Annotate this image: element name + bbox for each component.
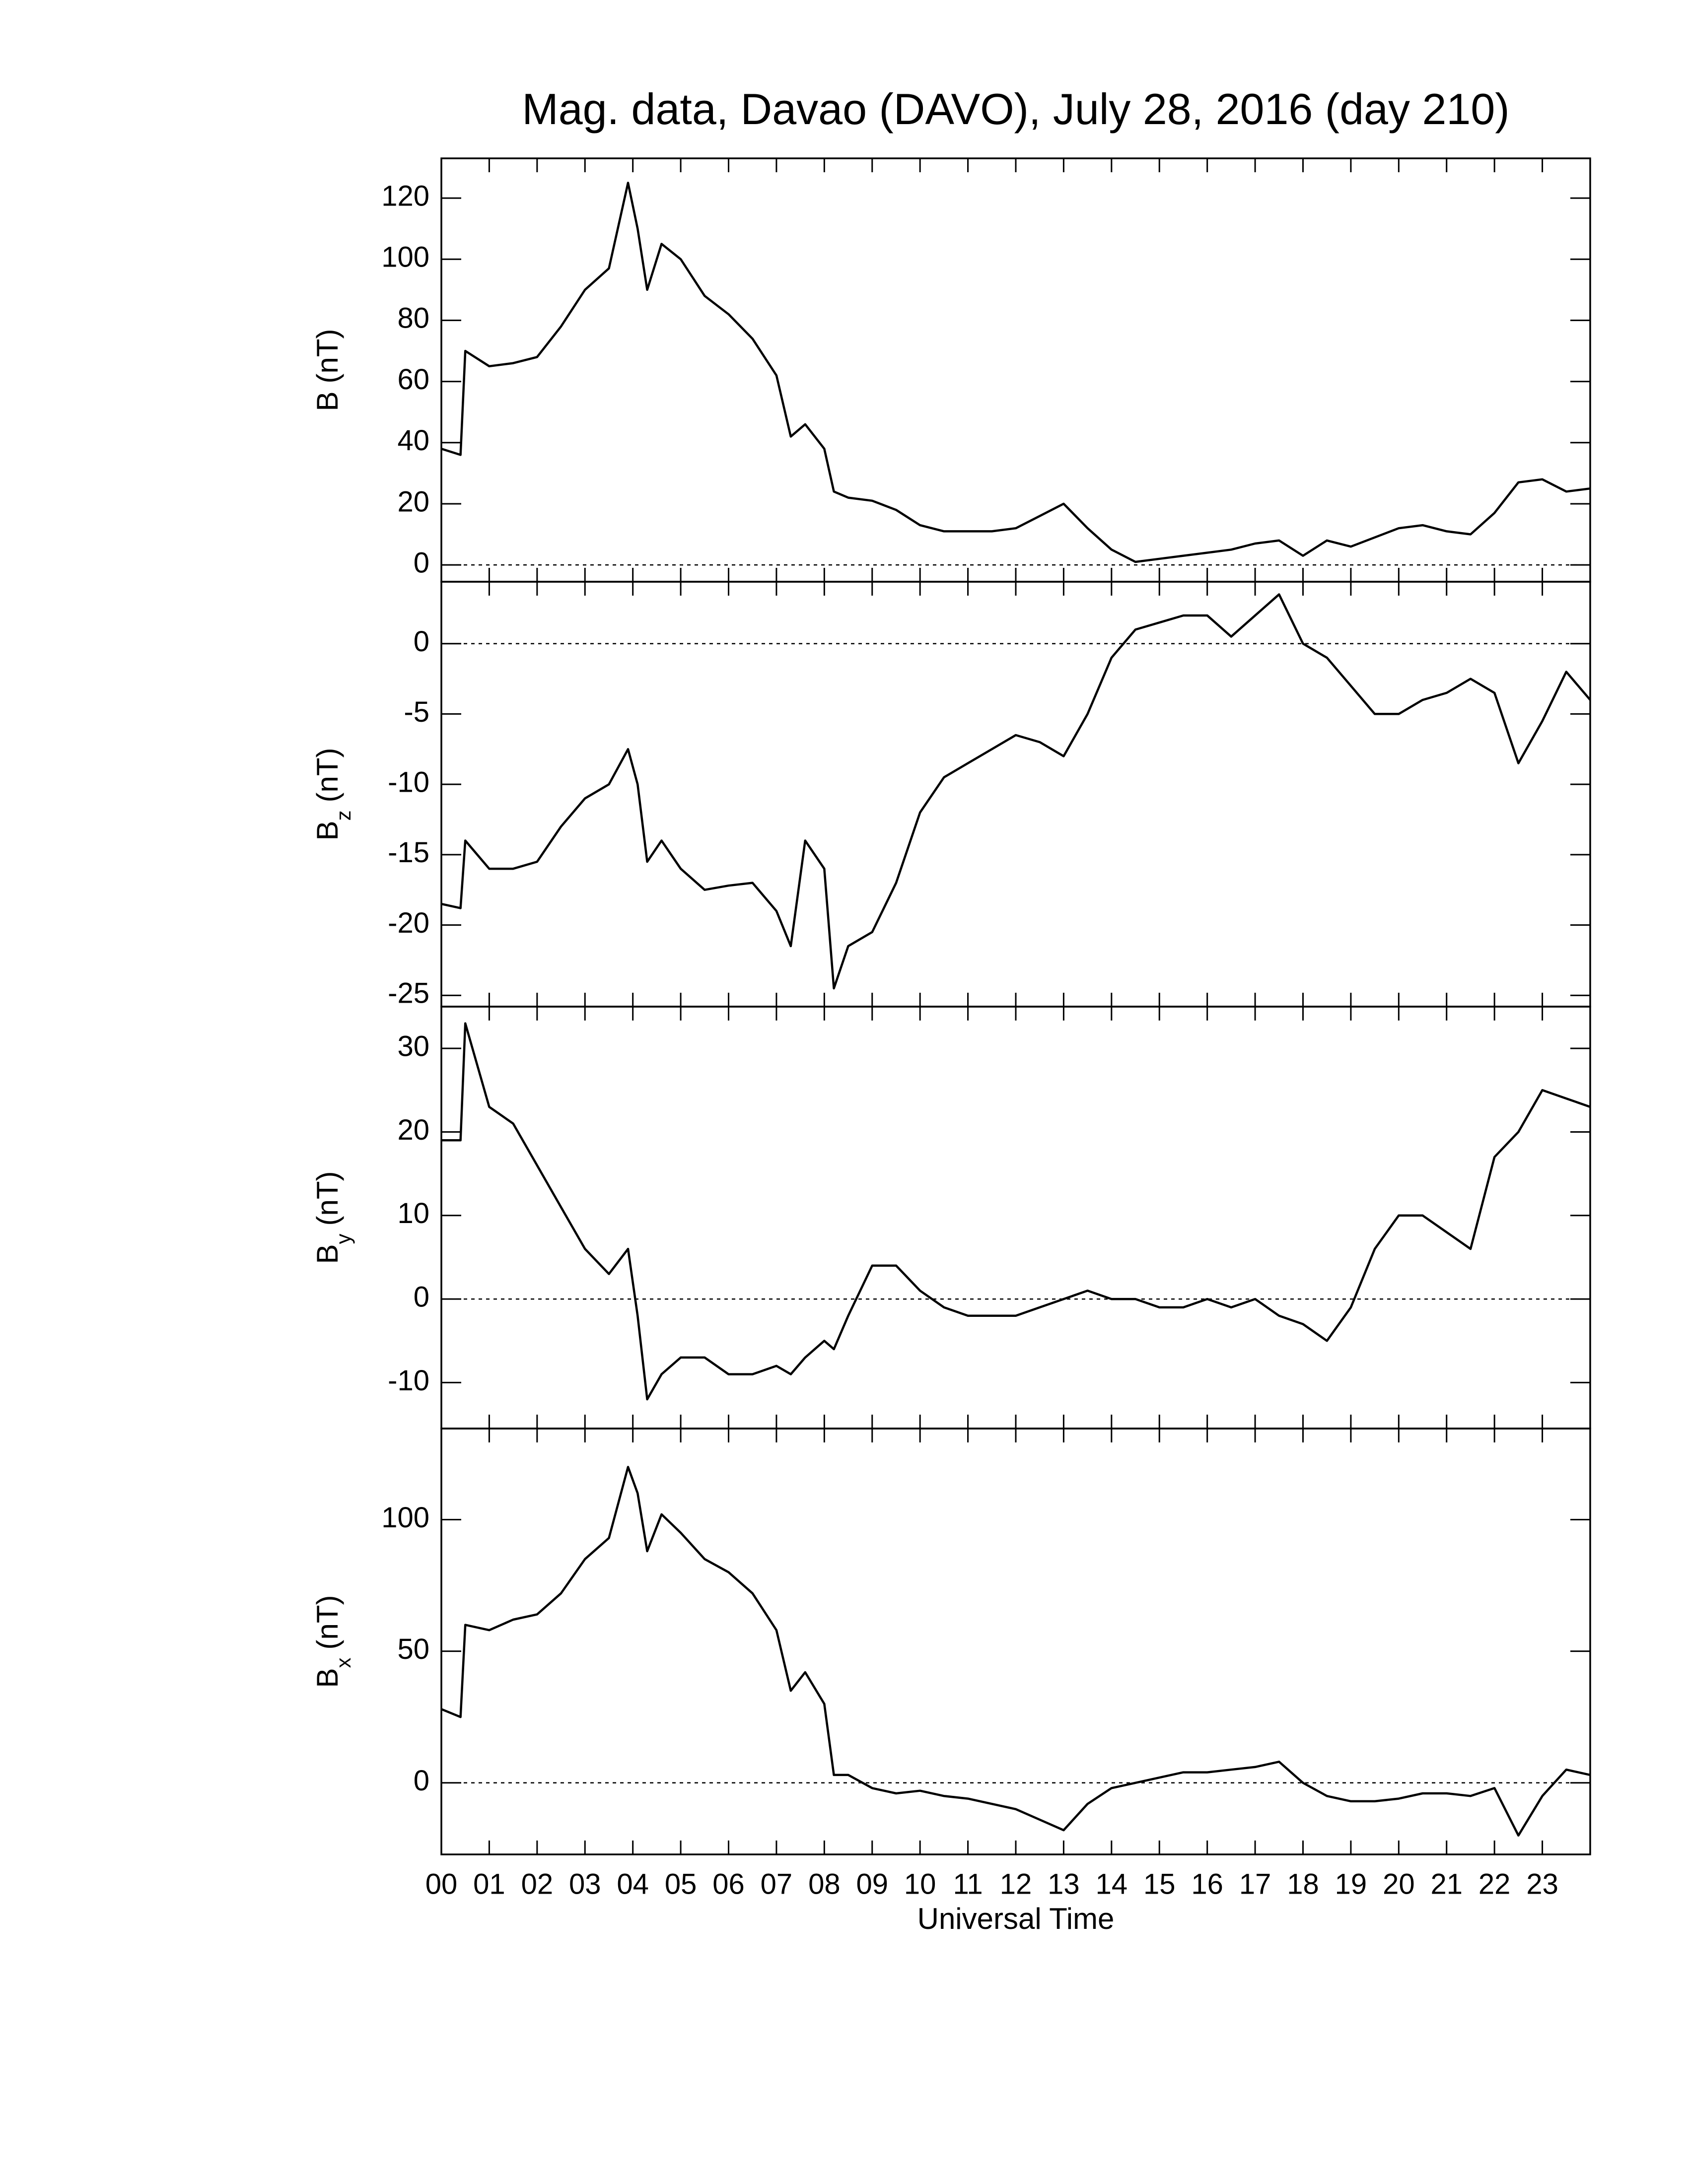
y-tick-label: 30 — [397, 1030, 429, 1062]
y-tick-label: 80 — [397, 302, 429, 335]
data-line — [441, 1022, 1591, 1401]
x-tick-label: 15 — [1143, 1868, 1176, 1900]
y-tick-label: 60 — [397, 363, 429, 396]
x-tick-label: 07 — [761, 1868, 793, 1900]
x-tick-label: 18 — [1287, 1868, 1319, 1900]
x-tick-label: 04 — [617, 1868, 649, 1900]
y-axis-label: By (nT) — [311, 1171, 355, 1264]
data-line — [441, 593, 1591, 990]
y-tick-label: -10 — [388, 766, 429, 798]
y-tick-label: 50 — [397, 1633, 429, 1665]
x-tick-label: 17 — [1239, 1868, 1271, 1900]
y-tick-label: 20 — [397, 1114, 429, 1146]
y-tick-label: 100 — [381, 1502, 429, 1534]
y-tick-label: -20 — [388, 907, 429, 939]
y-tick-label: 40 — [397, 424, 429, 457]
y-axis-label-sub: x — [332, 1657, 355, 1668]
data-line — [441, 182, 1591, 563]
x-tick-label: 05 — [665, 1868, 697, 1900]
plot-frame — [440, 581, 1591, 1008]
y-axis-label-unit: (nT) — [311, 748, 344, 802]
x-tick-label: 16 — [1191, 1868, 1223, 1900]
x-tick-label: 21 — [1430, 1868, 1463, 1900]
x-axis-label: Universal Time — [917, 1902, 1115, 1935]
x-tick-label: 08 — [808, 1868, 841, 1900]
x-tick-label: 10 — [904, 1868, 936, 1900]
x-tick-label: 20 — [1383, 1868, 1415, 1900]
y-tick-label: 0 — [414, 625, 429, 658]
x-tick-label: 09 — [856, 1868, 888, 1900]
y-axis-label-base: B — [311, 820, 344, 840]
x-tick-label: 02 — [521, 1868, 554, 1900]
plot-frame — [440, 1428, 1591, 1855]
x-tick-label: 01 — [473, 1868, 505, 1900]
chart-title: Mag. data, Davao (DAVO), July 28, 2016 (… — [522, 84, 1509, 134]
y-axis-label-sub: y — [332, 1233, 355, 1244]
y-tick-label: -5 — [404, 696, 429, 728]
y-axis-label-unit: (nT) — [311, 1595, 344, 1649]
y-axis-label-base: B — [311, 1244, 344, 1264]
y-tick-label: 0 — [414, 1765, 429, 1797]
x-tick-label: 11 — [953, 1868, 983, 1900]
y-tick-label: -25 — [388, 977, 429, 1010]
data-line — [441, 1466, 1591, 1837]
y-axis-label-base: B — [311, 1668, 344, 1688]
y-tick-label: 120 — [381, 180, 429, 212]
x-tick-label: 12 — [1000, 1868, 1032, 1900]
y-tick-label: 0 — [414, 546, 429, 579]
y-axis-label-sub: z — [332, 810, 355, 820]
y-axis-label: Bx (nT) — [311, 1595, 355, 1688]
y-axis-label-unit: (nT) — [311, 329, 344, 383]
y-tick-label: 0 — [414, 1281, 429, 1313]
y-tick-label: -10 — [388, 1365, 429, 1397]
y-axis-label: B (nT) — [311, 329, 344, 411]
x-tick-label: 22 — [1478, 1868, 1511, 1900]
x-tick-label: 06 — [712, 1868, 745, 1900]
plot-frame — [440, 1006, 1591, 1430]
x-tick-label: 03 — [569, 1868, 601, 1900]
y-tick-label: 100 — [381, 241, 429, 273]
y-axis-label-base: B — [311, 391, 344, 411]
x-tick-label: 13 — [1048, 1868, 1080, 1900]
x-tick-label: 00 — [425, 1868, 458, 1900]
y-tick-label: 20 — [397, 485, 429, 518]
y-axis-label-unit: (nT) — [311, 1171, 344, 1226]
x-tick-label: 23 — [1526, 1868, 1558, 1900]
x-tick-label: 19 — [1335, 1868, 1367, 1900]
y-tick-label: 10 — [397, 1197, 429, 1229]
x-tick-label: 14 — [1096, 1868, 1128, 1900]
y-tick-label: -15 — [388, 836, 429, 869]
plot-frame — [440, 157, 1591, 583]
y-axis-label: Bz (nT) — [311, 748, 355, 840]
